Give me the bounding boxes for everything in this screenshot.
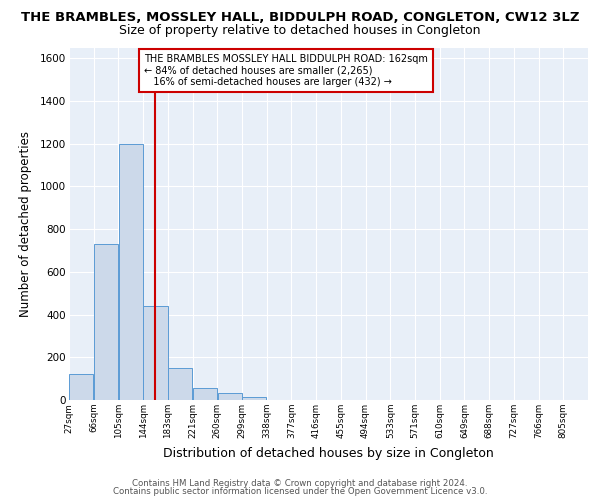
X-axis label: Distribution of detached houses by size in Congleton: Distribution of detached houses by size … <box>163 446 494 460</box>
Bar <box>168 368 193 400</box>
Text: THE BRAMBLES MOSSLEY HALL BIDDULPH ROAD: 162sqm
← 84% of detached houses are sma: THE BRAMBLES MOSSLEY HALL BIDDULPH ROAD:… <box>144 54 428 87</box>
Text: Contains HM Land Registry data © Crown copyright and database right 2024.: Contains HM Land Registry data © Crown c… <box>132 478 468 488</box>
Y-axis label: Number of detached properties: Number of detached properties <box>19 130 32 317</box>
Bar <box>242 397 266 400</box>
Text: THE BRAMBLES, MOSSLEY HALL, BIDDULPH ROAD, CONGLETON, CW12 3LZ: THE BRAMBLES, MOSSLEY HALL, BIDDULPH ROA… <box>21 11 579 24</box>
Text: Size of property relative to detached houses in Congleton: Size of property relative to detached ho… <box>119 24 481 37</box>
Bar <box>218 393 242 400</box>
Bar <box>143 306 167 400</box>
Bar <box>69 374 94 400</box>
Bar <box>119 144 143 400</box>
Bar <box>94 244 118 400</box>
Bar <box>193 388 217 400</box>
Text: Contains public sector information licensed under the Open Government Licence v3: Contains public sector information licen… <box>113 487 487 496</box>
